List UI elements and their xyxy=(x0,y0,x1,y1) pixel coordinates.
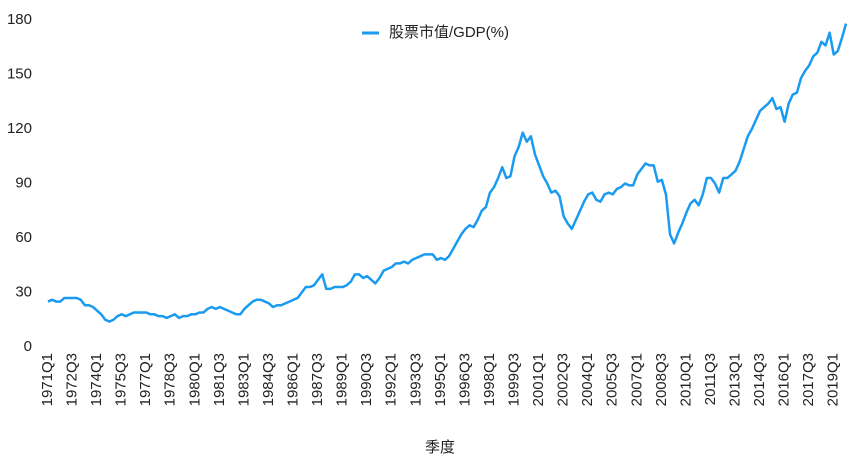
x-tick-label: 2013Q1 xyxy=(726,353,743,406)
y-tick-label: 90 xyxy=(15,174,32,191)
x-tick-label: 2011Q3 xyxy=(702,353,719,405)
x-tick-label: 2017Q3 xyxy=(800,353,817,406)
y-tick-label: 0 xyxy=(24,338,32,355)
y-tick-label: 180 xyxy=(7,11,32,28)
x-tick-label: 1983Q1 xyxy=(235,353,252,406)
x-tick-label: 1971Q1 xyxy=(39,353,56,406)
x-tick-label: 1981Q3 xyxy=(211,353,228,406)
y-tick-label: 120 xyxy=(7,120,32,137)
x-tick-label: 2005Q3 xyxy=(604,353,621,406)
x-tick-label: 1986Q1 xyxy=(285,353,302,406)
x-tick-label: 1974Q1 xyxy=(88,353,105,406)
x-tick-label: 2016Q1 xyxy=(776,353,793,406)
x-tick-label: 1975Q3 xyxy=(113,353,130,406)
x-tick-label: 1978Q3 xyxy=(162,353,179,406)
series-line xyxy=(47,23,848,323)
legend-label: 股票市值/GDP(%) xyxy=(389,24,509,41)
y-tick-label: 30 xyxy=(15,283,32,300)
x-tick-label: 1987Q3 xyxy=(309,353,326,406)
x-tick-label: 1972Q3 xyxy=(64,353,81,406)
x-tick-label: 2008Q3 xyxy=(653,353,670,406)
x-tick-label: 1995Q1 xyxy=(432,353,449,406)
x-tick-label: 2007Q1 xyxy=(628,353,645,406)
x-tick-label: 1998Q1 xyxy=(481,353,498,406)
x-tick-label: 2002Q3 xyxy=(555,353,572,406)
x-tick-label: 2004Q1 xyxy=(579,353,596,406)
x-tick-label: 2010Q1 xyxy=(677,353,694,406)
x-tick-label: 1977Q1 xyxy=(137,353,154,406)
x-tick-label: 2019Q1 xyxy=(825,353,842,406)
x-tick-label: 1989Q1 xyxy=(334,353,351,406)
x-tick-label: 1999Q3 xyxy=(505,353,522,406)
x-tick-label: 1993Q3 xyxy=(407,353,424,406)
y-tick-label: 150 xyxy=(7,65,32,82)
x-tick-label: 2014Q3 xyxy=(751,353,768,406)
x-tick-label: 1984Q3 xyxy=(260,353,277,406)
x-tick-label: 1980Q1 xyxy=(186,353,203,406)
x-tick-label: 1992Q1 xyxy=(383,353,400,406)
x-tick-label: 1996Q3 xyxy=(456,353,473,406)
x-tick-label: 1990Q3 xyxy=(358,353,375,406)
x-axis-title: 季度 xyxy=(425,439,455,456)
y-tick-label: 60 xyxy=(15,229,32,246)
x-tick-label: 2001Q1 xyxy=(530,353,547,406)
